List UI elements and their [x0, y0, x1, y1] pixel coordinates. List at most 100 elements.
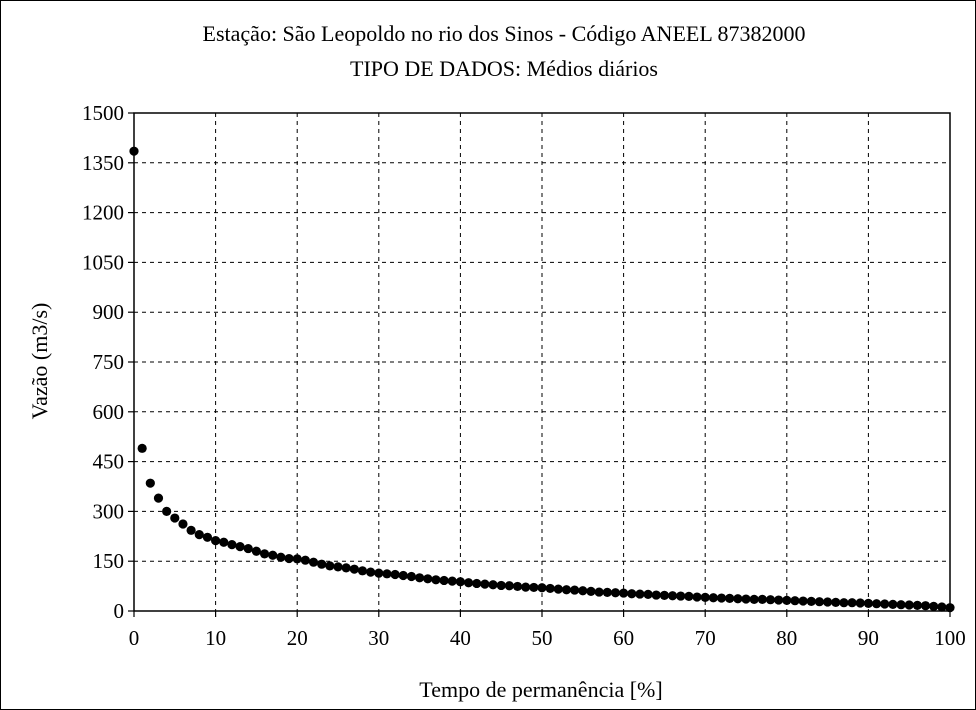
data-point: [765, 595, 776, 605]
data-point: [366, 567, 376, 577]
data-point: [798, 596, 808, 606]
data-point: [202, 532, 213, 542]
data-point: [839, 598, 849, 608]
data-point: [570, 585, 580, 595]
data-point: [145, 478, 155, 488]
data-point: [308, 557, 319, 567]
data-point: [423, 574, 433, 584]
data-point: [823, 597, 833, 607]
data-point: [847, 598, 857, 608]
data-point: [153, 493, 164, 503]
data-point: [610, 588, 621, 598]
chart-title: Estação: São Leopoldo no rio dos Sinos -…: [203, 21, 806, 46]
x-tick-labels: 0 10 20 30 40 50 60 70 80 90 100: [129, 626, 966, 650]
data-point: [129, 146, 139, 156]
x-tick-label: 30: [368, 626, 389, 650]
data-point: [211, 536, 221, 546]
data-point: [545, 583, 555, 594]
x-tick-label: 90: [858, 626, 879, 650]
y-tick-labels: 0 150 300 450 600 750 900 1050 1200 1350 1500: [82, 101, 124, 623]
data-point: [561, 585, 572, 595]
data-point: [374, 568, 384, 578]
data-point: [700, 592, 710, 602]
data-point: [259, 549, 270, 559]
data-point: [757, 594, 767, 604]
data-point: [537, 583, 547, 593]
data-point: [806, 596, 816, 606]
data-point: [863, 598, 874, 608]
data-point: [586, 586, 596, 597]
data-point: [749, 594, 759, 604]
data-point: [945, 603, 955, 613]
x-tick-label: 10: [205, 626, 226, 650]
data-point: [186, 525, 196, 535]
data-point: [920, 601, 931, 611]
data-point: [602, 587, 612, 598]
x-tick-label: 70: [695, 626, 716, 650]
data-point: [782, 595, 792, 605]
data-points: [129, 146, 955, 613]
data-point: [227, 540, 237, 550]
data-point: [659, 590, 670, 600]
data-point: [243, 543, 253, 554]
y-tick-label: 0: [114, 599, 125, 623]
data-point: [521, 582, 531, 592]
data-point: [888, 599, 898, 609]
data-point: [406, 571, 417, 582]
data-point: [415, 573, 425, 583]
data-point: [170, 513, 180, 523]
data-point: [619, 588, 629, 598]
data-point: [178, 519, 188, 529]
x-tick-label: 50: [532, 626, 553, 650]
data-point: [382, 569, 392, 579]
data-point: [716, 593, 727, 603]
data-point: [357, 566, 368, 576]
y-tick-label: 750: [93, 350, 125, 374]
x-tick-label: 40: [450, 626, 471, 650]
data-point: [725, 593, 735, 603]
data-point: [529, 582, 539, 593]
x-tick-label: 20: [287, 626, 308, 650]
x-tick-label: 60: [613, 626, 634, 650]
data-point: [325, 561, 335, 571]
data-point: [553, 584, 563, 594]
data-point: [341, 563, 351, 573]
data-point: [880, 599, 890, 609]
data-point: [504, 581, 514, 591]
data-point: [937, 602, 947, 612]
data-point: [684, 591, 694, 601]
data-point: [235, 541, 245, 552]
data-point: [447, 576, 457, 586]
data-point: [317, 559, 327, 569]
data-point: [896, 600, 906, 610]
y-axis-label: Vazão (m3/s): [27, 303, 52, 420]
data-point: [929, 601, 939, 611]
data-point: [676, 591, 686, 601]
data-point: [708, 593, 718, 603]
data-point: [651, 590, 661, 600]
x-tick-label: 100: [934, 626, 966, 650]
data-point: [472, 578, 482, 589]
data-point: [904, 600, 914, 610]
data-point: [578, 586, 588, 596]
y-tick-label: 1200: [82, 201, 124, 225]
y-tick-label: 150: [93, 549, 125, 573]
data-point: [627, 589, 637, 599]
data-point: [439, 575, 449, 586]
axis-ticks: [128, 112, 951, 617]
chart-subtitle: TIPO DE DADOS: Médios diários: [350, 56, 658, 81]
data-point: [194, 530, 204, 540]
data-point: [162, 506, 172, 516]
x-tick-label: 80: [776, 626, 797, 650]
y-tick-label: 900: [93, 300, 125, 324]
data-point: [300, 555, 310, 565]
data-point: [594, 587, 604, 597]
data-point: [635, 589, 645, 599]
data-point: [512, 581, 523, 592]
x-axis-label: Tempo de permanência [%]: [419, 677, 662, 702]
data-point: [733, 594, 743, 604]
data-point: [488, 580, 498, 590]
data-point: [219, 537, 229, 547]
